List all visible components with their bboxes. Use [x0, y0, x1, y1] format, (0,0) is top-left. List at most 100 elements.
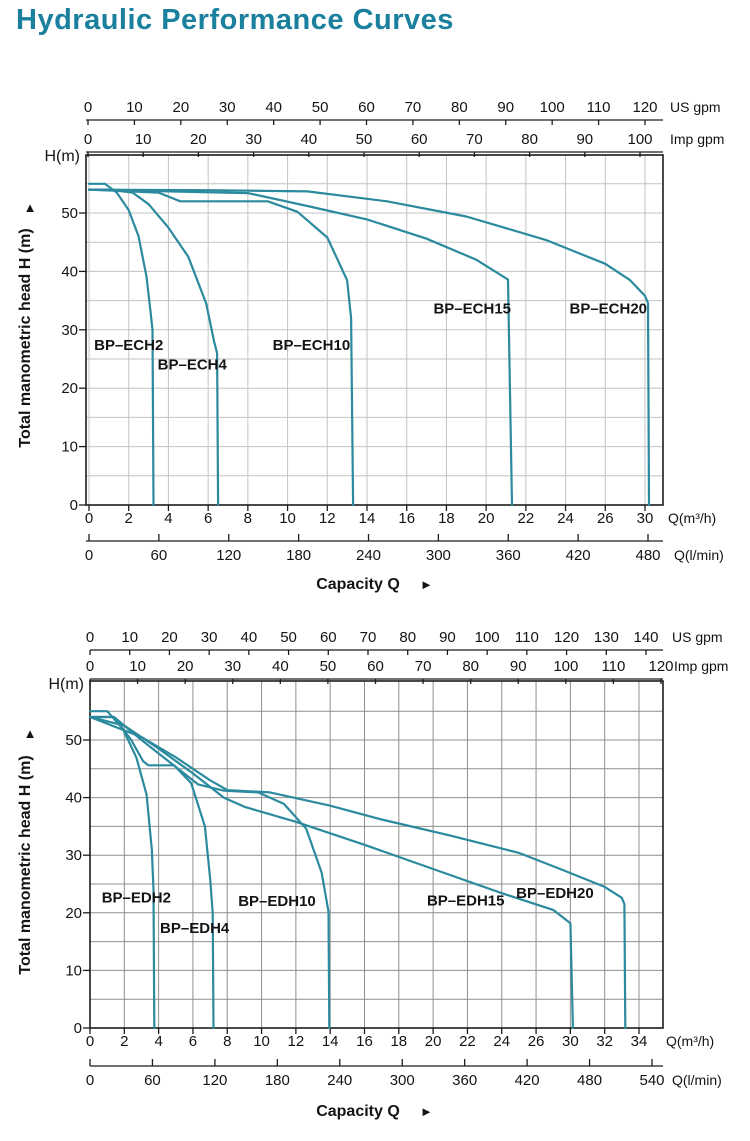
- y-axis-up-arrow-icon: ▲: [24, 200, 37, 215]
- x-axis-title: Capacity Q: [316, 576, 400, 593]
- axis-unit-label: Q(m³/h): [666, 1033, 714, 1049]
- page-title: Hydraulic Performance Curves: [16, 4, 454, 36]
- x-tick-label: 22: [459, 1033, 476, 1050]
- x-tick-label: 14: [322, 1033, 339, 1050]
- x-tick-label: 2: [120, 1033, 128, 1050]
- x-tick-label: 420: [515, 1072, 540, 1089]
- x-tick-label: 60: [367, 658, 384, 675]
- x-tick-label: 480: [577, 1072, 602, 1089]
- x-tick-label: 0: [84, 99, 92, 116]
- x-tick-label: 40: [300, 131, 317, 148]
- curve-bp-edh15: [88, 715, 575, 1030]
- x-tick-label: 60: [358, 99, 375, 116]
- x-tick-label: 32: [596, 1033, 613, 1050]
- x-tick-label: 12: [319, 510, 336, 527]
- curve-label-bp-edh2: BP–EDH2: [102, 889, 171, 906]
- curves: BP–EDH2 BP–EDH4 BP–EDH10 BP–EDH15 BP–EDH20: [88, 710, 627, 1030]
- q-lmin-axis: 0 60 120 180 240 300 360 420 480 540 Q(l/min): [86, 1059, 722, 1089]
- x-tick-label: 360: [452, 1072, 477, 1089]
- x-tick-label: 10: [253, 1033, 270, 1050]
- x-tick-label: 26: [597, 510, 614, 527]
- x-tick-label: 70: [405, 99, 422, 116]
- x-tick-label: 60: [144, 1072, 161, 1089]
- us-gpm-axis: 0 10 20 30 40 50 60 70 80 90 100 110 120 US gpm: [84, 99, 721, 125]
- x-tick-label: 20: [161, 629, 178, 646]
- x-tick-label: 0: [86, 1033, 94, 1050]
- y-axis-up-arrow-icon: ▲: [24, 726, 37, 741]
- x-tick-label: 90: [576, 131, 593, 148]
- x-tick-label: 140: [633, 629, 658, 646]
- axis-unit-label: US gpm: [670, 99, 721, 115]
- us-gpm-axis: 0 10 20 30 40 50 60 70 80 90 100 110 120 130 140 US gpm: [86, 629, 723, 655]
- x-tick-label: 70: [415, 658, 432, 675]
- x-tick-label: 0: [85, 510, 93, 527]
- x-tick-label: 80: [399, 629, 416, 646]
- y-tick-label: 40: [65, 790, 82, 807]
- x-tick-label: 240: [356, 547, 381, 564]
- x-tick-label: 16: [398, 510, 415, 527]
- x-tick-label: 110: [601, 658, 625, 675]
- curve-label-bp-ech15: BP–ECH15: [433, 300, 511, 317]
- x-tick-label: 100: [540, 99, 565, 116]
- x-tick-label: 360: [496, 547, 521, 564]
- x-tick-label: 0: [86, 629, 94, 646]
- y-tick-label: 0: [70, 497, 78, 514]
- plot-border: [89, 680, 664, 1029]
- q-lmin-axis: 0 60 120 180 240 300 360 420 480 Q(l/min): [85, 534, 724, 564]
- x-tick-label: 120: [648, 658, 673, 675]
- x-tick-label: 420: [566, 547, 591, 564]
- y-tick-label: 50: [65, 732, 82, 749]
- x-tick-label: 14: [359, 510, 376, 527]
- x-tick-label: 70: [360, 629, 377, 646]
- x-tick-label: 20: [478, 510, 495, 527]
- grid: [86, 155, 663, 505]
- x-tick-label: 10: [121, 629, 138, 646]
- x-tick-label: 8: [244, 510, 252, 527]
- x-tick-label: 10: [135, 131, 152, 148]
- x-tick-label: 10: [129, 658, 146, 675]
- imp-gpm-axis: 0 10 20 30 40 50 60 70 80 90 100 110 120 Imp gpm: [86, 658, 728, 684]
- x-tick-label: 120: [554, 629, 579, 646]
- curve-label-bp-edh10: BP–EDH10: [238, 893, 316, 910]
- x-tick-label: 4: [164, 510, 172, 527]
- x-tick-label: 240: [327, 1072, 352, 1089]
- x-tick-label: 120: [202, 1072, 227, 1089]
- x-tick-label: 26: [528, 1033, 545, 1050]
- y-axis: 0 10 20 30 40 50 H(m): [44, 148, 86, 514]
- x-tick-label: 80: [462, 658, 479, 675]
- x-tick-label: 50: [312, 99, 329, 116]
- curve-label-bp-edh4: BP–EDH4: [160, 920, 230, 937]
- x-tick-label: 80: [451, 99, 468, 116]
- x-tick-label: 100: [475, 629, 500, 646]
- x-tick-label: 100: [627, 131, 652, 148]
- x-tick-label: 18: [390, 1033, 407, 1050]
- x-tick-label: 30: [201, 629, 218, 646]
- curve-bp-ech15: [87, 188, 514, 507]
- x-tick-label: 90: [510, 658, 527, 675]
- x-tick-label: 180: [265, 1072, 290, 1089]
- curve-label-bp-ech2: BP–ECH2: [94, 337, 163, 354]
- x-tick-label: 24: [493, 1033, 510, 1050]
- x-axis-right-arrow-icon: ►: [420, 1104, 433, 1119]
- x-tick-label: 22: [518, 510, 535, 527]
- x-tick-label: 480: [635, 547, 660, 564]
- x-tick-label: 50: [280, 629, 297, 646]
- y-axis-corner-label: H(m): [48, 676, 84, 693]
- curve-bp-ech20: [87, 188, 651, 507]
- x-axis-title: Capacity Q: [316, 1103, 400, 1120]
- curves: BP–ECH2 BP–ECH4 BP–ECH10 BP–ECH15 BP–ECH20: [87, 182, 651, 507]
- y-tick-label: 10: [61, 439, 78, 456]
- x-tick-label: 6: [204, 510, 212, 527]
- y-tick-label: 20: [61, 380, 78, 397]
- x-tick-label: 30: [224, 658, 241, 675]
- x-tick-label: 0: [85, 547, 93, 564]
- x-tick-label: 20: [172, 99, 189, 116]
- x-tick-label: 80: [521, 131, 538, 148]
- y-tick-label: 10: [65, 962, 82, 979]
- x-tick-label: 90: [439, 629, 456, 646]
- curve-bp-ech10: [87, 188, 355, 507]
